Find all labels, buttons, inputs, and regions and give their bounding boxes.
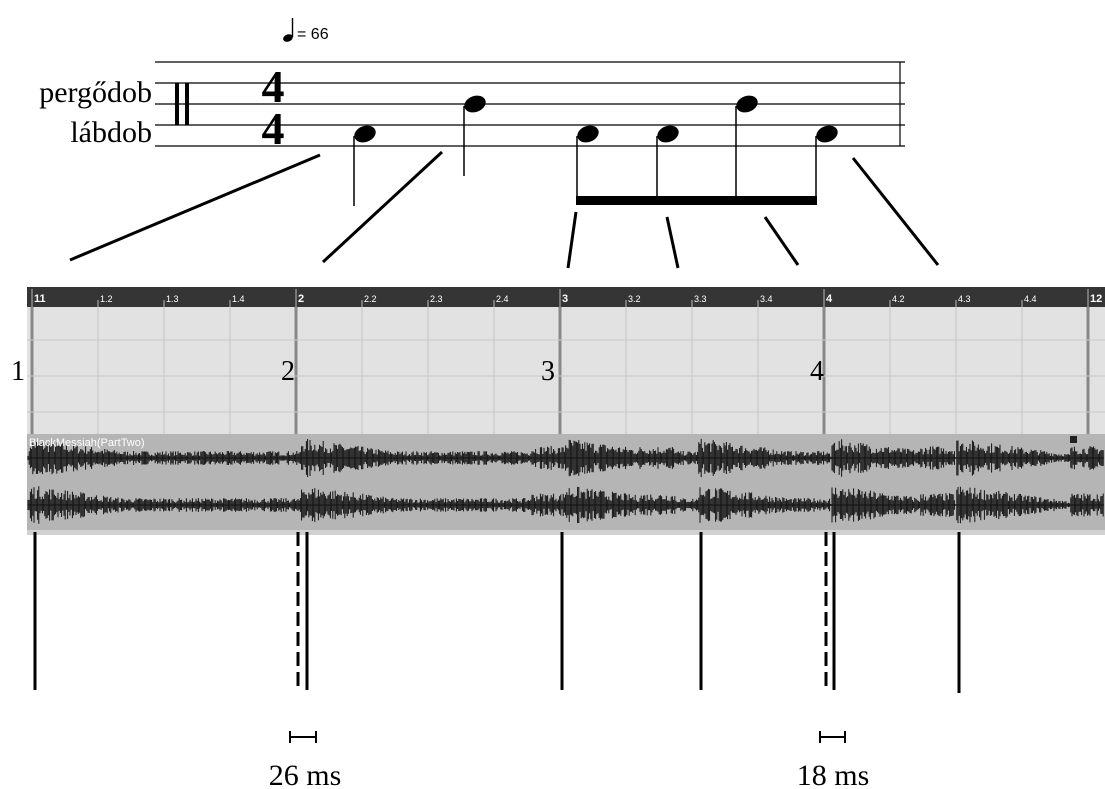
- onset-lines: [35, 532, 959, 693]
- beat-label: 2: [281, 356, 295, 387]
- tempo-label: = 66: [297, 26, 329, 43]
- percussion-clef: [185, 83, 189, 125]
- ruler-label: 1.4: [232, 294, 245, 304]
- offset-label: 18 ms: [797, 759, 870, 789]
- tempo-note: [282, 18, 294, 43]
- percussion-clef: [175, 83, 179, 125]
- ruler-label: 11: [34, 293, 46, 305]
- projection-lines: [70, 152, 938, 268]
- beat-label: 3: [541, 356, 555, 387]
- ruler-label: 3.3: [694, 294, 707, 304]
- ruler-label: 2.2: [364, 294, 377, 304]
- ruler-label: 3.2: [628, 294, 641, 304]
- beat-label: 1: [11, 356, 25, 387]
- ruler-label: 2.3: [430, 294, 443, 304]
- grid-area: [27, 307, 1105, 434]
- clip-handle: [1070, 436, 1077, 443]
- ruler-label: 4.4: [1024, 294, 1037, 304]
- diagram: = 66 pergődob lábdob 4 4: [0, 0, 1105, 789]
- ruler-label: 2.4: [496, 294, 509, 304]
- beat-label: 4: [810, 356, 824, 387]
- ruler-label: 4: [826, 293, 833, 305]
- ruler-label: 3.4: [760, 294, 773, 304]
- notes: [352, 93, 840, 206]
- offset-scale: [290, 731, 845, 743]
- ruler-label: 4.2: [892, 294, 905, 304]
- ruler-label: 3: [562, 293, 568, 305]
- instrument-label: lábdob: [70, 116, 152, 149]
- clip-edge: [27, 530, 1105, 535]
- ruler-label: 1.2: [100, 294, 113, 304]
- track-name: BlackMessiah(PartTwo): [29, 437, 145, 449]
- ruler-label: 2: [298, 293, 304, 305]
- ruler-label: 1.3: [166, 294, 179, 304]
- ruler-label: 12: [1090, 293, 1102, 305]
- instrument-label: pergődob: [39, 76, 152, 109]
- ruler-label: 4.3: [958, 294, 971, 304]
- time-signature: 4: [262, 103, 285, 154]
- offset-label: 26 ms: [269, 759, 342, 789]
